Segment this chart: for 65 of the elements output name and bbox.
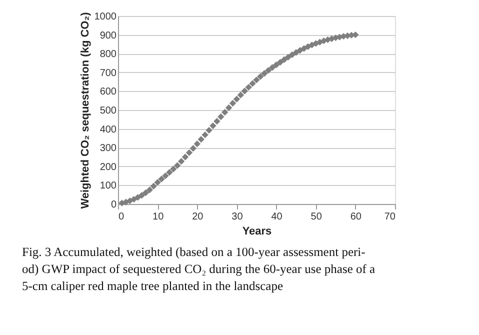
point (182, 154, 189, 160)
text: od) GWP impact of sequestered CO₂ during the 60-year use phase of a (22, 262, 376, 276)
point (202, 131, 208, 138)
x-tick-label: 0 (118, 212, 124, 222)
y-tick-label: 0 (110, 200, 117, 210)
point (150, 182, 157, 190)
point (249, 80, 256, 87)
point (170, 166, 177, 172)
point (237, 92, 244, 98)
point (233, 96, 240, 102)
point (146, 186, 154, 194)
point (210, 122, 216, 130)
point (284, 54, 292, 61)
point (253, 76, 260, 84)
y-tick-label: 300 (100, 143, 117, 154)
x-tick-label: 10 (152, 212, 164, 222)
x-tick-label: 20 (192, 212, 204, 222)
point (276, 58, 284, 66)
x-axis-title: Years (242, 226, 272, 238)
y-tick-label: 100 (100, 180, 117, 192)
point (194, 140, 200, 148)
point (268, 64, 276, 71)
point (218, 113, 224, 120)
point (158, 176, 165, 182)
point (162, 172, 169, 180)
point (214, 118, 220, 125)
point (186, 149, 193, 156)
y-tick-label: 600 (100, 86, 117, 98)
point (225, 104, 232, 112)
x-tick-label: 60 (350, 212, 362, 222)
point (142, 189, 150, 196)
y-axis-title: Weighted CO₂ sequestration (kg CO₂) (79, 12, 92, 209)
point (245, 84, 252, 91)
x-tick-label: 30 (232, 212, 244, 222)
point (265, 66, 272, 74)
y-tick-label: 700 (100, 68, 117, 79)
text: 5-cm caliper red maple tree planted in the landscape (22, 279, 284, 293)
y-tick-label: 900 (100, 30, 117, 42)
y-tick-label: 800 (100, 49, 117, 60)
point (241, 88, 248, 94)
point (154, 179, 161, 186)
y-tick-label: 400 (100, 124, 117, 136)
point (288, 51, 296, 58)
point (138, 192, 146, 199)
y-tick-label: 1000 (94, 12, 117, 22)
point (134, 194, 142, 201)
point (221, 108, 228, 116)
x-tick-label: 40 (271, 212, 283, 222)
x-tick-label: 70 (384, 212, 396, 222)
point (257, 73, 264, 80)
y-tick-label: 500 (100, 106, 117, 116)
point (280, 56, 288, 63)
point (190, 145, 197, 152)
point (206, 126, 212, 134)
point (198, 136, 204, 143)
point (261, 70, 268, 77)
y-tick-label: 200 (100, 162, 117, 173)
point (229, 100, 236, 107)
point (178, 158, 185, 165)
caption: Fig. 3 Accumulated, weighted (based on a 100-year assessment peri- (22, 245, 366, 259)
point (166, 169, 173, 176)
point (272, 62, 280, 68)
x-tick-label: 50 (310, 212, 322, 222)
point (352, 31, 359, 38)
point (174, 162, 181, 169)
